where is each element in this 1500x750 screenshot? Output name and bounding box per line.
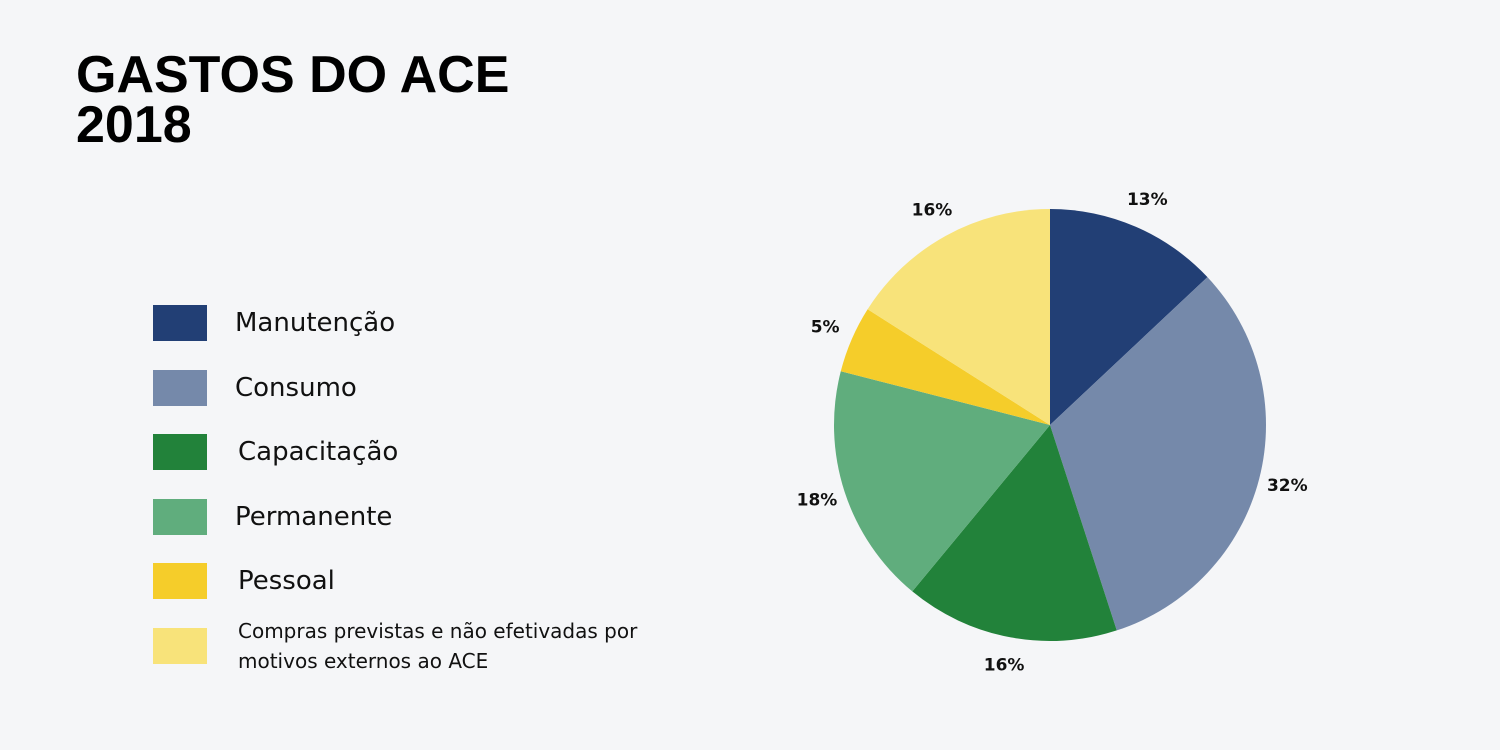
- legend-item: Pessoal: [153, 563, 638, 599]
- legend-label: Pessoal: [238, 566, 335, 596]
- pie-slice: [867, 208, 1050, 425]
- legend-swatch: [153, 369, 207, 406]
- legend-item: Compras previstas e não efetivadas por m…: [153, 619, 638, 673]
- legend-swatch: [153, 498, 207, 535]
- legend-item: Capacitação: [153, 434, 638, 470]
- pie-slice: [834, 371, 1050, 592]
- data-label: 18%: [797, 491, 838, 511]
- data-label: 16%: [984, 656, 1025, 676]
- legend-item: Consumo: [153, 369, 635, 406]
- legend-label: Permanente: [235, 501, 393, 532]
- data-label: 13%: [1127, 190, 1168, 210]
- title-line: GASTOS DO ACE: [76, 46, 510, 104]
- data-label: 32%: [1267, 476, 1308, 496]
- data-label: 5%: [811, 318, 840, 338]
- legend-swatch: [153, 434, 207, 470]
- legend-swatch: [153, 563, 207, 599]
- legend-label: Compras previstas e não efetivadas por m…: [238, 618, 638, 673]
- pie-slice: [912, 425, 1117, 642]
- pie-slice: [840, 309, 1050, 425]
- legend-swatch: [153, 627, 207, 664]
- pie-slice: [1050, 209, 1208, 425]
- legend-label: Consumo: [235, 372, 357, 403]
- legend-item: Permanente: [153, 498, 635, 535]
- data-label: 16%: [912, 200, 953, 220]
- legend-label: Manutenção: [235, 308, 396, 338]
- legend-label: Capacitação: [238, 437, 399, 467]
- legend-swatch: [153, 305, 207, 341]
- chart-title: GASTOS DO ACE 2018: [76, 46, 510, 154]
- title-line: 2018: [76, 96, 192, 154]
- legend-item: Manutenção: [153, 305, 635, 341]
- pie-slice: [1050, 277, 1266, 631]
